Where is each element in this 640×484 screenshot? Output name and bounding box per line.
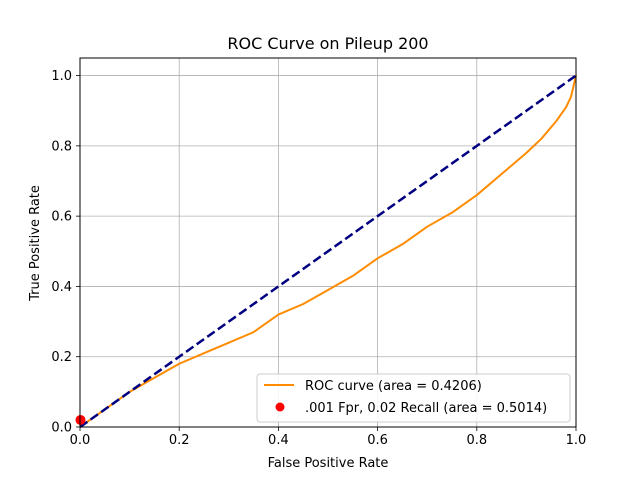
legend-roc-label: ROC curve (area = 0.4206) — [305, 379, 482, 394]
y-tick-label: 0.4 — [51, 280, 72, 295]
y-tick-label: 0.2 — [51, 350, 72, 365]
chart-title: ROC Curve on Pileup 200 — [227, 34, 428, 53]
axis-ticks: 0.0 0.2 0.4 0.6 0.8 1.0 0.0 0.2 0.4 0.6 0.8 1.0 — [51, 69, 586, 448]
y-tick-label: 0.0 — [51, 421, 72, 436]
plot-frame — [79, 57, 577, 428]
grid — [79, 58, 577, 428]
diagonal-reference-line — [79, 74, 577, 429]
roc-curve-line — [79, 75, 577, 428]
y-axis-label: True Positive Rate — [28, 185, 43, 302]
y-tick-label: 0.8 — [51, 139, 72, 154]
x-tick-label: 0.4 — [268, 433, 289, 448]
x-tick-label: 1.0 — [566, 433, 587, 448]
x-tick-label: 0.2 — [169, 433, 190, 448]
legend-point-label: .001 Fpr, 0.02 Recall (area = 0.5014) — [305, 401, 547, 416]
y-tick-label: 0.6 — [51, 210, 72, 225]
y-tick-label: 1.0 — [51, 69, 72, 84]
legend-box — [256, 373, 571, 423]
legend-point-swatch — [275, 402, 285, 412]
x-tick-label: 0.8 — [466, 433, 487, 448]
x-tick-label: 0.6 — [367, 433, 388, 448]
legend: ROC curve (area = 0.4206) .001 Fpr, 0.02… — [256, 373, 571, 423]
x-tick-label: 0.0 — [70, 433, 91, 448]
x-axis-label: False Positive Rate — [268, 456, 389, 471]
